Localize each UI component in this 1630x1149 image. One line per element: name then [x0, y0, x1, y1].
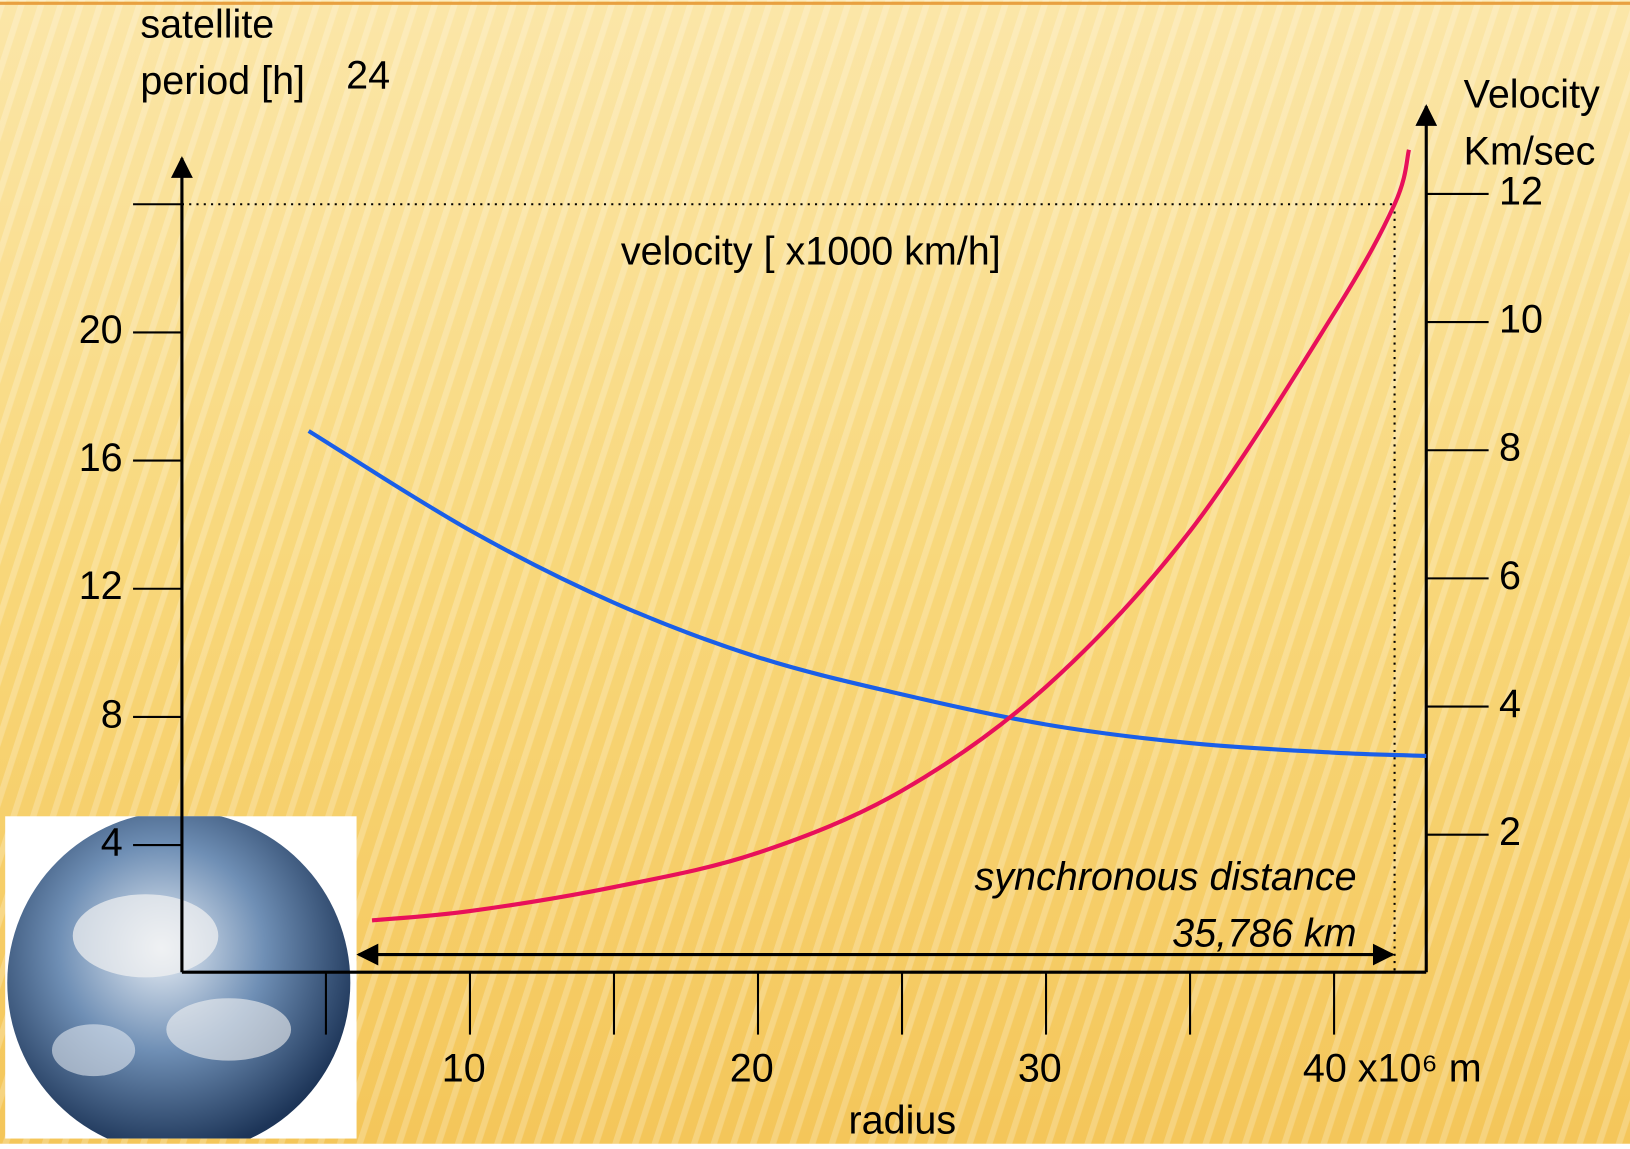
x-axis-label: radius — [849, 1098, 957, 1142]
y-tick-label: 24 — [346, 54, 390, 98]
annotation: synchronous distance — [975, 855, 1357, 899]
series-line — [371, 149, 1412, 923]
x-tick-label: 40 x10⁶ m — [1303, 1046, 1482, 1090]
y2-tick-label: 2 — [1499, 810, 1521, 854]
annotation: 35,786 km — [1172, 911, 1356, 955]
y2-axis-label: Km/sec — [1464, 130, 1596, 174]
y-tick-label: 8 — [101, 692, 123, 736]
y2-tick-label: 6 — [1499, 554, 1521, 598]
series-label: velocity [ x1000 km/h] — [621, 229, 1001, 273]
x-tick-label: 10 — [442, 1046, 486, 1090]
y-axis-label: satellite — [140, 3, 274, 47]
y2-tick-label: 12 — [1499, 169, 1543, 213]
y-tick-label: 20 — [79, 308, 123, 352]
y2-axis-label: Velocity — [1464, 72, 1600, 116]
y2-tick-label: 8 — [1499, 426, 1521, 470]
y-tick-label: 16 — [79, 436, 123, 480]
y-tick-label: 12 — [79, 564, 123, 608]
series-line — [307, 429, 1427, 758]
y-tick-label: 4 — [101, 821, 123, 865]
y2-tick-label: 4 — [1499, 682, 1521, 726]
y-axis-label: period [h] — [140, 59, 305, 103]
x-tick-label: 30 — [1018, 1046, 1062, 1090]
x-tick-label: 20 — [730, 1046, 774, 1090]
earth-image — [7, 816, 351, 1139]
y2-tick-label: 10 — [1499, 298, 1543, 342]
